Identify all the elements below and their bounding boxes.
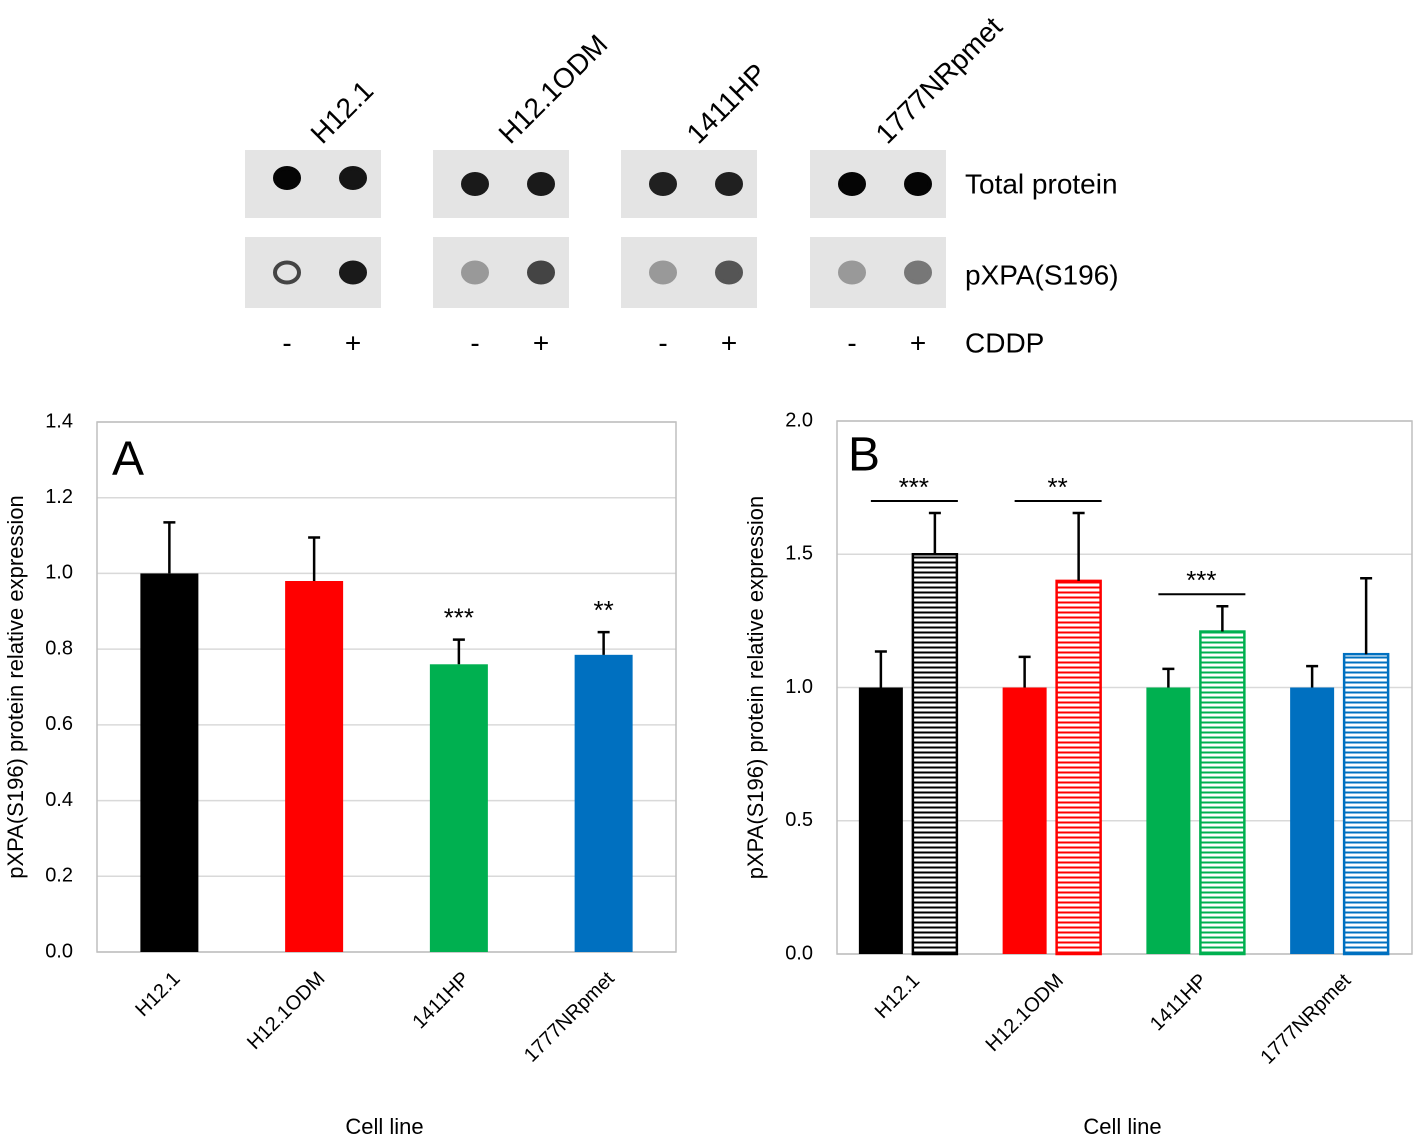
blot-spot — [527, 260, 555, 285]
plot-frame — [836, 420, 1413, 955]
blot-spot — [273, 260, 301, 285]
blot-spot — [838, 260, 866, 285]
blot-spot — [339, 260, 367, 285]
bar — [1146, 687, 1191, 954]
error-bar — [308, 536, 321, 581]
blot-spot — [715, 260, 743, 285]
treatment-sign: - — [658, 327, 667, 358]
blot-spot — [273, 166, 301, 190]
bar — [574, 654, 633, 952]
bar — [1055, 579, 1102, 956]
blot-lane-label: 1777NRpmet — [870, 11, 1009, 150]
blot-spot — [715, 172, 743, 196]
blot-spot — [649, 172, 677, 196]
error-bar — [928, 511, 941, 555]
blot-spot — [461, 260, 489, 285]
bar — [140, 573, 199, 952]
error-bar — [163, 521, 176, 574]
error-bar — [452, 638, 465, 665]
y-tick-label: 0.0 — [45, 940, 73, 962]
y-tick-label: 1.4 — [45, 410, 73, 432]
y-tick-label: 2.0 — [785, 409, 813, 431]
x-tick-label: 1411HP — [409, 968, 475, 1034]
y-tick-label: 0.5 — [785, 809, 813, 831]
y-tick-label: 1.2 — [45, 486, 73, 508]
error-bar — [874, 650, 887, 688]
error-bar — [1306, 664, 1319, 688]
treatment-sign: + — [721, 327, 737, 358]
blot-spot — [339, 166, 367, 190]
x-tick-label: H12.1 — [131, 968, 184, 1021]
treatment-sign: + — [345, 327, 361, 358]
y-tick-label: 0.8 — [45, 637, 73, 659]
panel-label: A — [112, 433, 144, 486]
x-axis-title: Cell line — [345, 1114, 423, 1139]
treatment-sign: - — [847, 327, 856, 358]
error-bar — [1216, 604, 1229, 632]
error-bar — [1018, 655, 1031, 688]
treatment-sign: - — [282, 327, 291, 358]
y-tick-label: 0.0 — [785, 942, 813, 964]
blot-lane-label: H12.1ODM — [493, 29, 614, 150]
error-bar — [1162, 667, 1175, 688]
x-tick-label: H12.1ODM — [243, 968, 329, 1054]
significance-label: *** — [1186, 565, 1216, 595]
x-tick-label: 1777NRpmet — [520, 967, 619, 1066]
y-axis-title: pXPA(S196) protein relative expression — [3, 495, 28, 879]
blot-lane-label: H12.1 — [305, 75, 380, 150]
error-bar — [1072, 511, 1085, 581]
x-tick-label: H12.1 — [871, 970, 924, 1023]
plot-frame — [96, 421, 677, 953]
x-tick-label: 1411HP — [1146, 970, 1212, 1036]
significance-label: *** — [899, 472, 929, 502]
bar — [858, 687, 903, 954]
y-tick-label: 1.0 — [785, 676, 813, 698]
y-tick-label: 0.6 — [45, 713, 73, 735]
y-axis-title: pXPA(S196) protein relative expression — [743, 496, 768, 880]
error-bar — [1360, 576, 1373, 655]
bar — [911, 553, 959, 956]
blot-spot — [527, 172, 555, 196]
treatment-label: CDDP — [965, 327, 1044, 358]
blot-spot — [904, 260, 932, 285]
y-tick-label: 1.5 — [785, 543, 813, 565]
x-tick-label: 1777NRpmet — [1257, 969, 1356, 1068]
bar — [1199, 630, 1246, 956]
treatment-sign: + — [910, 327, 926, 358]
bar — [1342, 652, 1390, 956]
blot-spot — [461, 172, 489, 196]
bar — [285, 581, 344, 952]
panel-label: B — [848, 429, 880, 482]
blot-spot — [838, 172, 866, 196]
y-tick-label: 0.2 — [45, 865, 73, 887]
x-axis-title: Cell line — [1083, 1114, 1161, 1139]
blot-row-label: Total protein — [965, 168, 1118, 199]
significance-label: ** — [1048, 472, 1068, 502]
bar — [1002, 687, 1047, 954]
blot-row-label: pXPA(S196) — [965, 259, 1119, 290]
treatment-sign: + — [533, 327, 549, 358]
significance-label: *** — [444, 603, 474, 633]
treatment-sign: - — [470, 327, 479, 358]
blot-spot — [904, 172, 932, 196]
x-tick-label: H12.1ODM — [982, 970, 1068, 1056]
bar — [1290, 687, 1335, 954]
y-tick-label: 0.4 — [45, 789, 73, 811]
y-tick-label: 1.0 — [45, 562, 73, 584]
blot-lane-label: 1411HP — [681, 57, 773, 149]
error-bar — [597, 630, 610, 655]
blot-spot — [649, 260, 677, 285]
bar — [429, 664, 488, 952]
significance-label: ** — [594, 595, 614, 625]
